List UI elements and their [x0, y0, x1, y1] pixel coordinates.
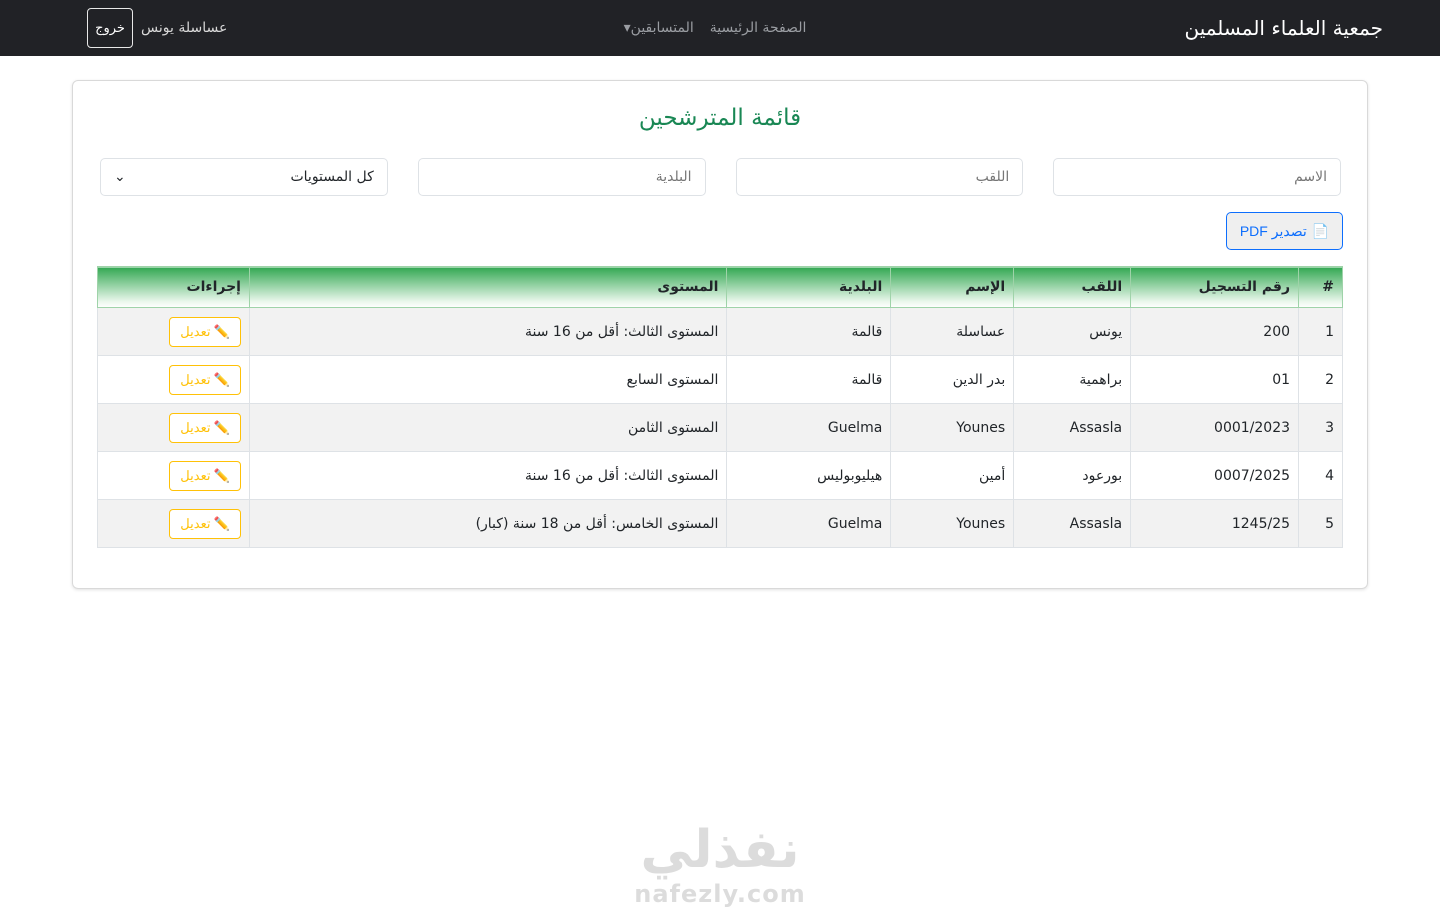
table-cell: المستوى السابع	[248, 355, 728, 404]
actions-cell: ✏️ تعديل	[97, 355, 250, 404]
level-select[interactable]: كل المستويات ⌄	[100, 158, 388, 196]
column-header: البلدية	[726, 266, 892, 308]
table-cell: Younes	[890, 403, 1015, 452]
city-filter-input[interactable]: البلدية	[417, 158, 706, 196]
edit-label: تعديل	[180, 467, 211, 483]
column-header: المستوى	[248, 266, 728, 308]
table-cell: 3	[1298, 403, 1343, 452]
table-cell: أمين	[890, 451, 1015, 500]
edit-button[interactable]: ✏️ تعديل	[168, 460, 241, 491]
table-cell: قالمة	[726, 307, 892, 356]
column-header: الإسم	[890, 266, 1015, 308]
table-cell: Guelma	[726, 499, 892, 548]
table-cell: Assasla	[1013, 499, 1132, 548]
pencil-icon: ✏️	[213, 467, 230, 483]
table-row: 2 01 براهمية بدر الدين قالمة المستوى السابع ✏️…	[97, 355, 1343, 404]
table-cell: 1	[1298, 307, 1343, 356]
table-row: 3 0001/2023 Assasla Younes Guelma المستوى الث…	[97, 403, 1343, 452]
actions-cell: ✏️ تعديل	[97, 403, 250, 452]
table-cell: 200	[1130, 307, 1300, 356]
table-cell: المستوى الثامن	[248, 403, 728, 452]
edit-label: تعديل	[180, 515, 211, 531]
edit-button[interactable]: ✏️ تعديل	[168, 316, 241, 347]
table-cell: المستوى الثالث: أقل من 16 سنة	[248, 451, 728, 500]
edit-button[interactable]: ✏️ تعديل	[168, 364, 241, 395]
export-pdf-label: تصدير PDF	[1239, 222, 1307, 239]
table-cell: 5	[1298, 499, 1343, 548]
table-cell: هيليوبوليس	[726, 451, 892, 500]
edit-button[interactable]: ✏️ تعديل	[168, 508, 241, 539]
pencil-icon: ✏️	[213, 419, 230, 435]
table-cell: Guelma	[726, 403, 892, 452]
table-cell: Assasla	[1013, 403, 1132, 452]
table-cell: Younes	[890, 499, 1015, 548]
table-cell: يونس	[1013, 307, 1132, 356]
pencil-icon: ✏️	[213, 323, 230, 339]
table-row: 4 0007/2025 بورعود أمين هيليوبوليس المستوى ال…	[97, 451, 1343, 500]
table-row: 5 1245/25 Assasla Younes Guelma المستوى الخام…	[97, 499, 1343, 548]
table-cell: 0007/2025	[1130, 451, 1300, 500]
actions-cell: ✏️ تعديل	[97, 451, 250, 500]
column-header: اللقب	[1013, 266, 1132, 308]
table-cell: عساسلة	[890, 307, 1015, 356]
edit-label: تعديل	[180, 323, 211, 339]
watermark-logo: نفذلي nafezly.com	[634, 820, 806, 908]
page-title: قائمة المترشحين	[638, 105, 802, 131]
level-select-value: كل المستويات	[290, 169, 374, 185]
pencil-icon: ✏️	[213, 515, 230, 531]
table-cell: المستوى الثالث: أقل من 16 سنة	[248, 307, 728, 356]
table-row: 1 200 يونس عساسلة قالمة المستوى الثالث: أقل م…	[97, 307, 1343, 356]
pencil-icon: ✏️	[213, 371, 230, 387]
table-cell: 2	[1298, 355, 1343, 404]
table-cell: بورعود	[1013, 451, 1132, 500]
table-cell: 1245/25	[1130, 499, 1300, 548]
table-cell: 4	[1298, 451, 1343, 500]
edit-button[interactable]: ✏️ تعديل	[168, 412, 241, 443]
export-pdf-button[interactable]: 📄 تصدير PDF	[1226, 212, 1343, 250]
navbar: جمعية العلماء المسلمين الصفحة الرئيسية ا…	[0, 0, 1440, 56]
candidates-table: # رقم التسجيل اللقب الإسم البلدية المستوى إجرا…	[97, 266, 1343, 548]
candidates-card: قائمة المترشحين الاسم اللقب البلدية كل ا…	[72, 80, 1368, 589]
table-cell: قالمة	[726, 355, 892, 404]
column-header: #	[1298, 266, 1343, 308]
edit-label: تعديل	[180, 371, 211, 387]
actions-cell: ✏️ تعديل	[97, 307, 250, 356]
column-header: إجراءات	[97, 266, 250, 308]
document-icon: 📄	[1311, 222, 1330, 239]
brand[interactable]: جمعية العلماء المسلمين	[1184, 16, 1383, 40]
table-cell: 01	[1130, 355, 1300, 404]
table-cell: بدر الدين	[890, 355, 1015, 404]
user-name: عساسلة يونس	[141, 20, 228, 36]
nav-home[interactable]: الصفحة الرئيسية	[709, 20, 807, 36]
table-cell: المستوى الخامس: أقل من 18 سنة (كبار)	[248, 499, 728, 548]
edit-label: تعديل	[180, 419, 211, 435]
column-header: رقم التسجيل	[1130, 266, 1300, 308]
surname-filter-input[interactable]: اللقب	[735, 158, 1024, 196]
actions-cell: ✏️ تعديل	[97, 499, 250, 548]
name-filter-input[interactable]: الاسم	[1053, 158, 1341, 196]
nav-contestants-dropdown[interactable]: المتسابقين▾	[623, 20, 694, 36]
chevron-down-icon: ⌄	[114, 169, 126, 185]
table-cell: براهمية	[1013, 355, 1132, 404]
table-cell: 0001/2023	[1130, 403, 1300, 452]
logout-button[interactable]: خروج	[87, 8, 133, 48]
